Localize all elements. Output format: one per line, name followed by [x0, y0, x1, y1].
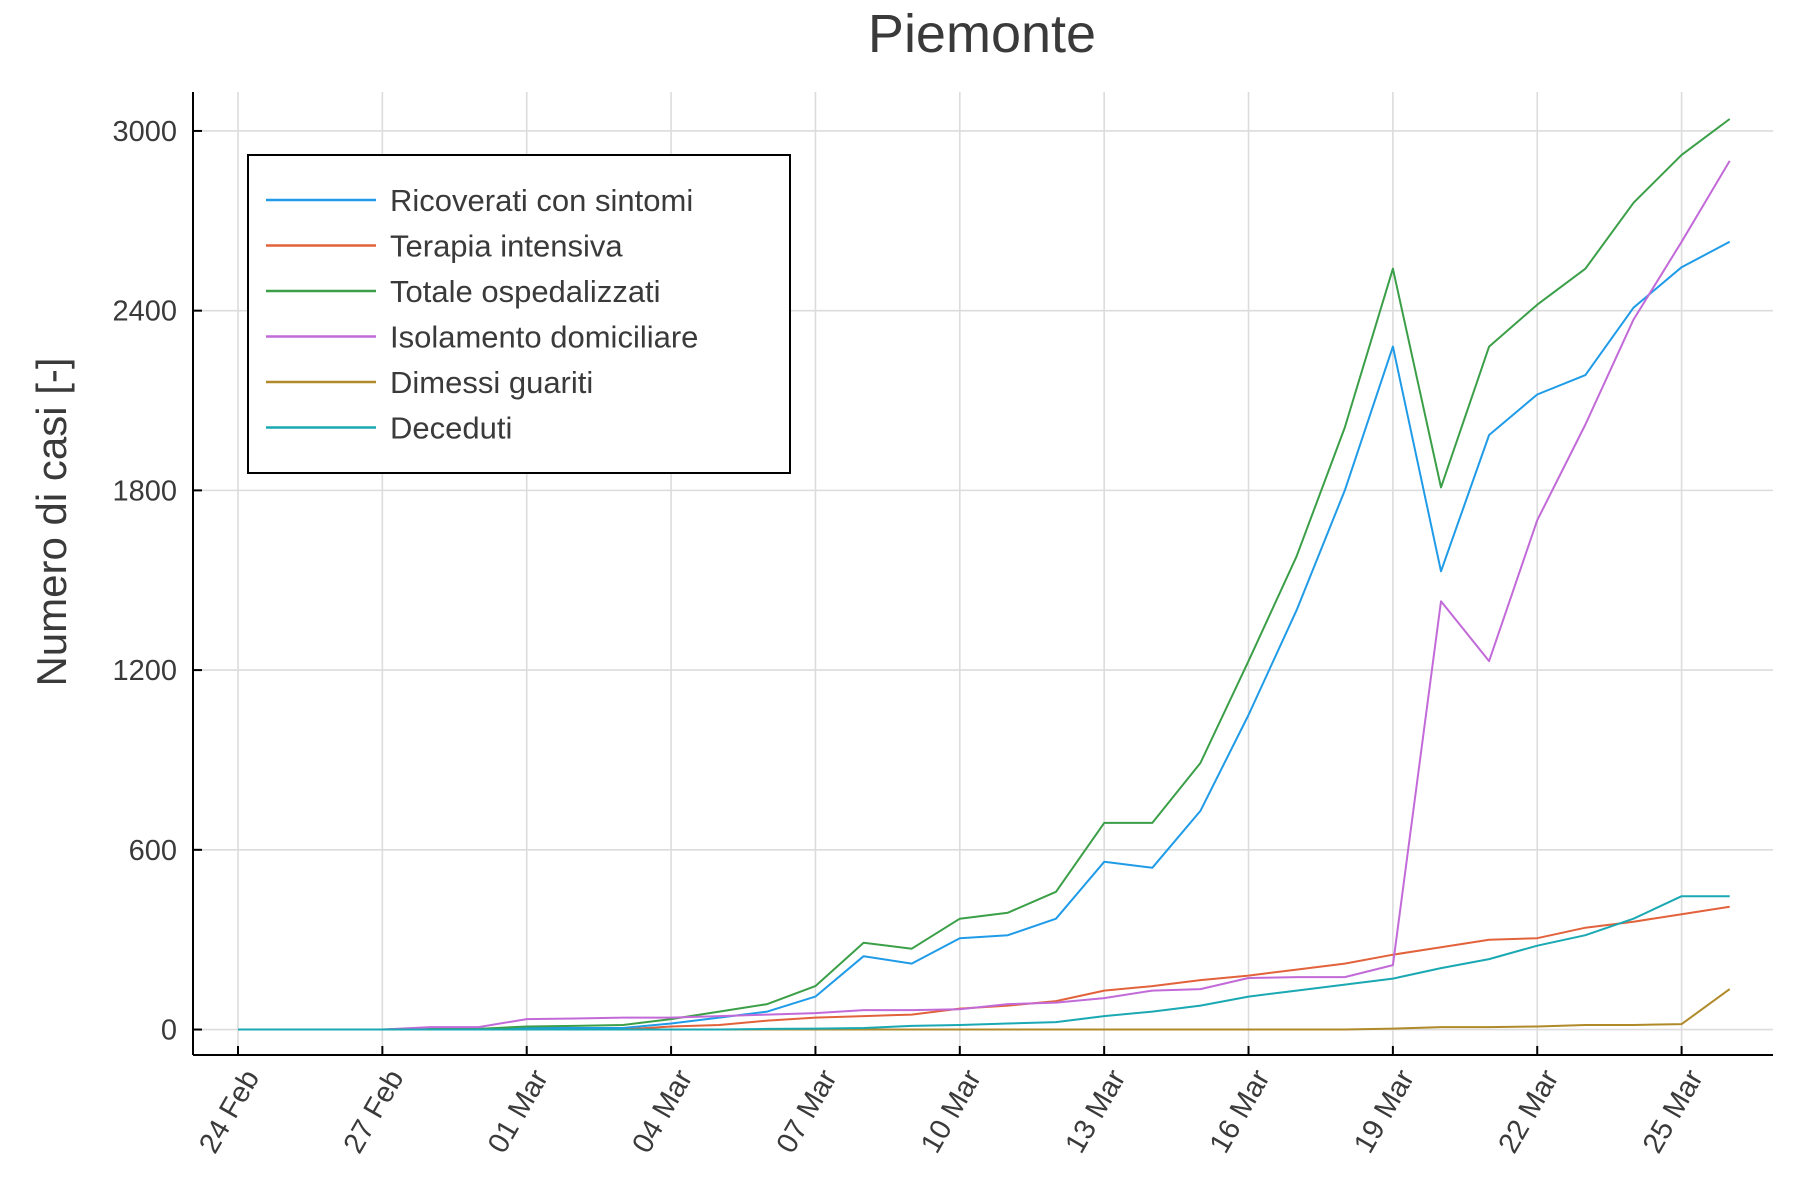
x-tick-label: 19 Mar — [1348, 1064, 1421, 1158]
legend-box — [247, 154, 791, 474]
y-tick-label: 600 — [129, 835, 177, 867]
x-tick-label: 07 Mar — [771, 1064, 844, 1158]
legend-label: Dimessi guariti — [390, 365, 593, 400]
legend: Ricoverati con sintomi Terapia intensiva T… — [247, 154, 791, 474]
legend-label: Terapia intensiva — [390, 229, 623, 264]
series-line — [238, 895, 1730, 1031]
x-tick-label: 10 Mar — [915, 1064, 988, 1158]
y-tick-label: 1200 — [112, 655, 177, 687]
x-tick-label: 16 Mar — [1204, 1064, 1277, 1158]
legend-label: Ricoverati con sintomi — [390, 183, 693, 218]
x-tick-label: 25 Mar — [1637, 1064, 1710, 1158]
chart-title: Piemonte — [868, 4, 1096, 64]
axes-layer — [192, 92, 1773, 1056]
legend-label: Isolamento domiciliare — [390, 320, 698, 355]
y-tick-label: 0 — [161, 1015, 177, 1047]
series-layer — [238, 118, 1731, 1031]
series-line — [238, 905, 1730, 1031]
x-tick-label: 22 Mar — [1492, 1064, 1565, 1158]
y-tick-label: 1800 — [112, 475, 177, 507]
y-tick-label: 3000 — [112, 116, 177, 148]
x-tick-label: 24 Feb — [193, 1065, 266, 1159]
grid-layer — [193, 92, 1773, 1055]
y-tick-label: 2400 — [112, 296, 177, 328]
legend-label: Deceduti — [390, 411, 512, 446]
legend-label: Totale ospedalizzati — [390, 274, 661, 309]
series-line — [238, 160, 1731, 1031]
x-tick-label: 04 Mar — [626, 1064, 699, 1158]
x-tick-label: 27 Feb — [338, 1065, 411, 1159]
x-tick-label: 13 Mar — [1059, 1064, 1132, 1158]
x-tick-label: 01 Mar — [482, 1064, 555, 1158]
y-axis-title: Numero di casi [-] — [28, 357, 75, 686]
